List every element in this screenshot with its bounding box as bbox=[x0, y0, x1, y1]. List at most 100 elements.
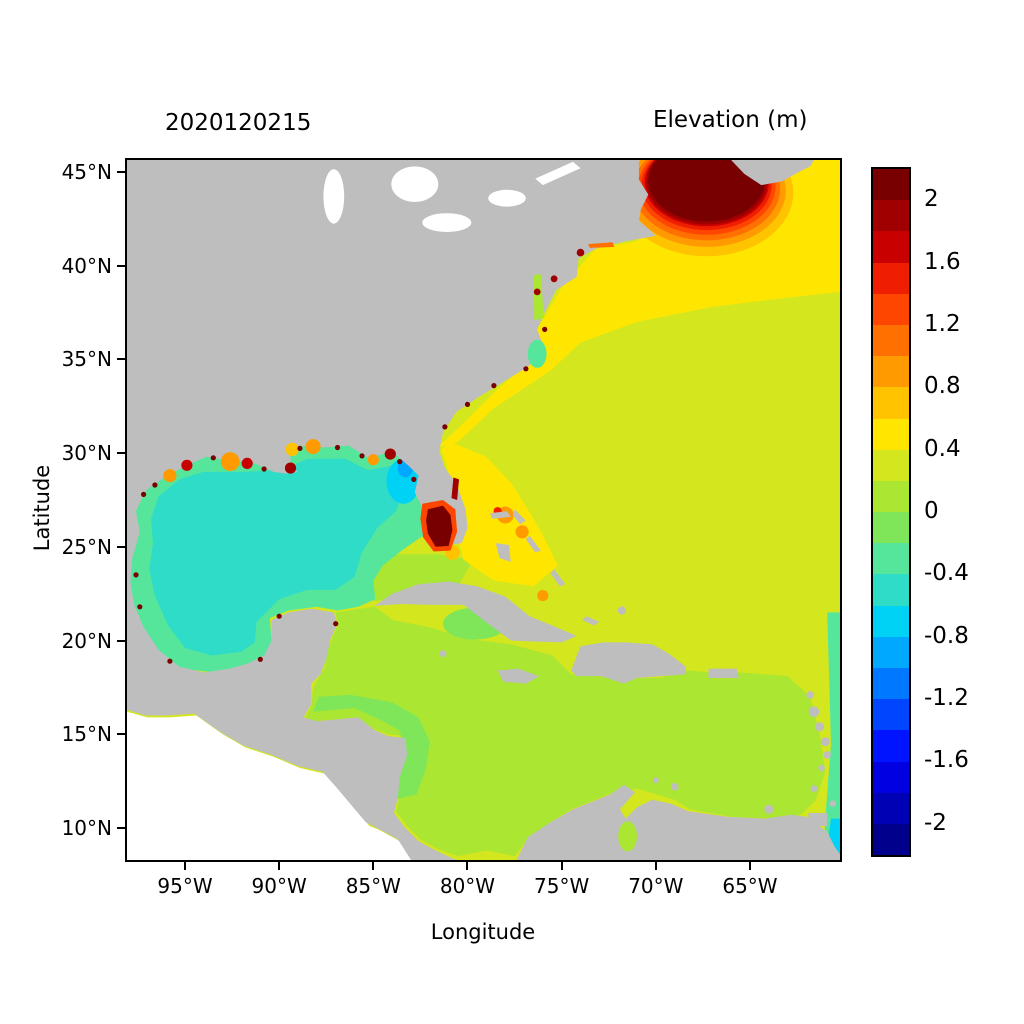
x-tick-label: 70°W bbox=[628, 874, 684, 898]
x-tick-mark bbox=[184, 862, 186, 870]
colorbar-segment bbox=[873, 231, 909, 263]
margarita bbox=[764, 804, 774, 814]
texas-orange bbox=[163, 469, 177, 483]
coastal-speckles bbox=[542, 326, 548, 332]
chesapeake-red-spot bbox=[533, 288, 541, 296]
coastal-speckles bbox=[167, 658, 173, 664]
map-plot-area bbox=[125, 158, 842, 862]
mississippi-sound-orange bbox=[285, 442, 299, 456]
fundy-core bbox=[648, 160, 766, 222]
colorbar-tick-label: 0.8 bbox=[924, 373, 961, 400]
colorbar-tick-label: -1.6 bbox=[924, 747, 969, 774]
maracaibo-lake bbox=[618, 821, 637, 852]
colorbar-tick-label: 0.4 bbox=[924, 435, 961, 462]
colorbar-segment bbox=[873, 262, 909, 294]
nova-scotia bbox=[731, 160, 814, 186]
coastal-speckles bbox=[137, 604, 143, 610]
colorbar-segment bbox=[873, 668, 909, 700]
coastal-speckles bbox=[464, 401, 471, 407]
y-tick-label: 10°N bbox=[61, 815, 112, 840]
st-lucia bbox=[823, 751, 831, 759]
colorbar-tick-label: -1.2 bbox=[924, 685, 969, 712]
colorbar-tick-label: 1.6 bbox=[924, 248, 961, 275]
indian-river-red bbox=[451, 477, 459, 500]
st-vincent bbox=[818, 764, 825, 772]
south-america-land bbox=[516, 784, 840, 860]
aruba bbox=[652, 777, 659, 784]
antigua bbox=[806, 691, 814, 699]
colorbar-segment bbox=[873, 605, 909, 637]
martinique bbox=[820, 737, 830, 747]
st-lawrence-river bbox=[535, 161, 581, 186]
great-inagua bbox=[582, 616, 600, 626]
andros-island bbox=[495, 543, 511, 562]
bahamas-se-orange bbox=[537, 590, 549, 602]
coastal-speckles bbox=[210, 455, 216, 461]
x-tick-mark bbox=[748, 862, 751, 870]
galveston-red bbox=[181, 459, 193, 471]
eleuthera bbox=[525, 535, 541, 553]
new-york-red-spot bbox=[576, 248, 585, 257]
coastal-speckles bbox=[442, 424, 448, 430]
big-bend-red bbox=[384, 448, 396, 460]
coastal-speckles bbox=[257, 656, 263, 662]
coastal-speckles bbox=[491, 383, 497, 389]
y-tick-mark bbox=[117, 545, 125, 548]
y-tick-label: 35°N bbox=[61, 347, 112, 372]
colorbar-segment bbox=[873, 543, 909, 575]
grand-bahama bbox=[490, 511, 511, 519]
y-tick-label: 15°N bbox=[61, 722, 112, 747]
x-tick-label: 65°W bbox=[722, 874, 778, 898]
y-tick-mark bbox=[117, 264, 125, 267]
jamaica bbox=[497, 668, 540, 684]
coastal-speckles bbox=[133, 572, 139, 578]
map-svg bbox=[127, 160, 840, 860]
x-tick-label: 95°W bbox=[157, 874, 213, 898]
mobile-bay-orange bbox=[305, 439, 321, 455]
turks-caicos bbox=[617, 606, 626, 615]
colorbar-segment bbox=[873, 574, 909, 606]
cuba bbox=[374, 581, 577, 643]
y-tick-label: 45°N bbox=[61, 159, 112, 184]
delta-red bbox=[284, 462, 297, 474]
chesapeake-bay bbox=[533, 274, 544, 321]
colorbar-segment bbox=[873, 200, 909, 232]
delaware-red-spot bbox=[550, 275, 558, 283]
coastal-speckles bbox=[359, 453, 365, 459]
colorbar-tick-label: 2 bbox=[924, 186, 939, 213]
y-tick-mark bbox=[117, 733, 125, 736]
timestamp-title: 2020120215 bbox=[165, 110, 312, 136]
colorbar-segment bbox=[873, 792, 909, 824]
y-tick-label: 30°N bbox=[61, 441, 112, 466]
long-island-sound-orange bbox=[588, 242, 615, 248]
east-boundary-teal bbox=[823, 612, 840, 860]
x-tick-label: 90°W bbox=[251, 874, 307, 898]
coastal-speckles bbox=[297, 445, 303, 451]
x-tick-mark bbox=[278, 862, 281, 870]
grand-cayman bbox=[439, 650, 447, 658]
colorbar-segment bbox=[873, 356, 909, 388]
colorbar-segment bbox=[873, 169, 909, 201]
lake-erie bbox=[422, 213, 472, 232]
colorbar-segment bbox=[873, 823, 909, 856]
coastal-speckles bbox=[333, 621, 339, 627]
coastal-speckles bbox=[261, 466, 267, 472]
louisiana-orange bbox=[220, 452, 240, 471]
lake-ontario bbox=[488, 189, 526, 207]
y-tick-mark bbox=[117, 826, 125, 829]
colorbar-segment bbox=[873, 699, 909, 731]
x-tick-label: 85°W bbox=[345, 874, 401, 898]
colorbar-title: Elevation (m) bbox=[653, 107, 808, 133]
y-tick-mark bbox=[117, 170, 125, 173]
colorbar-segment bbox=[873, 449, 909, 481]
colorbar-tick-label: -2 bbox=[924, 809, 947, 836]
coastal-speckles bbox=[152, 482, 158, 488]
colorbar-tick-label: 1.2 bbox=[924, 310, 961, 337]
colorbar-segment bbox=[873, 480, 909, 513]
pamlico-sound-green bbox=[527, 339, 547, 368]
grenada bbox=[810, 785, 818, 792]
caribbean-sea bbox=[305, 606, 826, 857]
pacific-nodata bbox=[127, 711, 413, 860]
florida-straits bbox=[371, 554, 474, 602]
